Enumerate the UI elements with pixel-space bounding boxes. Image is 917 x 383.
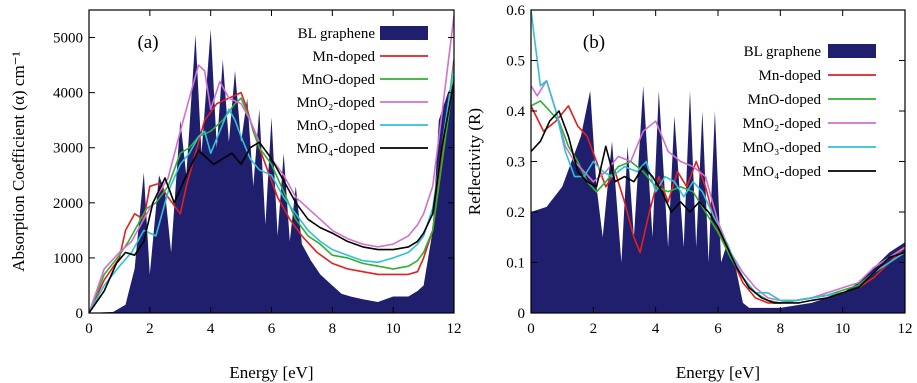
y-tick-label: 5000 [53, 31, 83, 47]
y-tick-label: 3000 [53, 141, 83, 157]
y-axis-label: Absorption Coefficient (α) cm⁻¹ [9, 51, 28, 271]
y-tick-label: 0.6 [506, 3, 525, 19]
x-tick-label: 0 [85, 321, 93, 337]
x-tick-label: 4 [652, 321, 660, 337]
legend-label: MnO₂-doped [296, 95, 375, 111]
legend-label: MnO₃-doped [296, 118, 375, 134]
x-tick-label: 6 [268, 321, 276, 337]
y-tick-label: 0 [76, 306, 84, 322]
y-tick-label: 0.3 [506, 155, 525, 171]
legend-label: MnO₃-doped [742, 140, 821, 156]
series-bl-graphene-area [89, 29, 454, 313]
y-tick-label: 2000 [53, 196, 83, 212]
x-tick-label: 0 [527, 321, 535, 337]
x-tick-label: 8 [329, 321, 337, 337]
series-mno-doped-line [531, 10, 905, 302]
legend-label: MnO₂-doped [742, 116, 821, 132]
legend-label: MnO-doped [302, 72, 376, 88]
legend-label: BL graphene [744, 44, 822, 60]
x-tick-label: 2 [590, 321, 598, 337]
x-tick-label: 8 [777, 321, 785, 337]
legend-label: MnO₄-doped [296, 141, 375, 157]
x-tick-label: 10 [386, 321, 401, 337]
x-tick-label: 10 [835, 321, 850, 337]
y-tick-label: 0.4 [506, 104, 525, 120]
chart-panel-a: 0 2 4 6 8 10 12 0 1000 2000 3000 4000 5000 Energy [eV… [9, 9, 462, 382]
series-mno-doped-line [89, 75, 454, 313]
chart-panel-b: 0 2 4 6 8 10 12 0 0.1 0.2 0.3 0.4 0.5 0.6 Energy [eV] R… [465, 3, 913, 382]
x-tick-label: 6 [714, 321, 722, 337]
series-bl-graphene-area [531, 85, 905, 313]
panel-label: (b) [583, 32, 605, 53]
x-tick-label: 12 [898, 321, 913, 337]
y-tick-label: 0.5 [506, 54, 525, 70]
series-mno-doped-line [89, 64, 454, 313]
y-tick-label: 0.1 [506, 256, 525, 272]
x-tick-label: 2 [146, 321, 154, 337]
y-tick-label: 4000 [53, 86, 83, 102]
legend-label: MnO-doped [748, 92, 822, 108]
panel-label: (a) [137, 32, 158, 53]
y-tick-label: 1000 [53, 251, 83, 267]
x-axis-label: Energy [eV] [229, 363, 313, 382]
x-axis-label: Energy [eV] [676, 363, 760, 382]
legend-label: MnO₄-doped [742, 164, 821, 180]
y-tick-label: 0.2 [506, 205, 525, 221]
x-tick-label: 4 [207, 321, 215, 337]
legend-label: BL graphene [298, 26, 376, 42]
plot-area [89, 15, 454, 313]
plot-area [531, 10, 905, 313]
x-tick-label: 12 [447, 321, 462, 337]
y-tick-label: 0 [518, 306, 526, 322]
y-axis-label: Reflectivity (R) [465, 108, 484, 215]
series-mno-doped-line [89, 81, 454, 313]
legend-label: Mn-doped [759, 68, 822, 84]
legend-swatch [828, 44, 876, 58]
legend-swatch [380, 26, 428, 40]
legend-label: Mn-doped [313, 49, 376, 65]
series-mno-doped-line [531, 110, 905, 304]
